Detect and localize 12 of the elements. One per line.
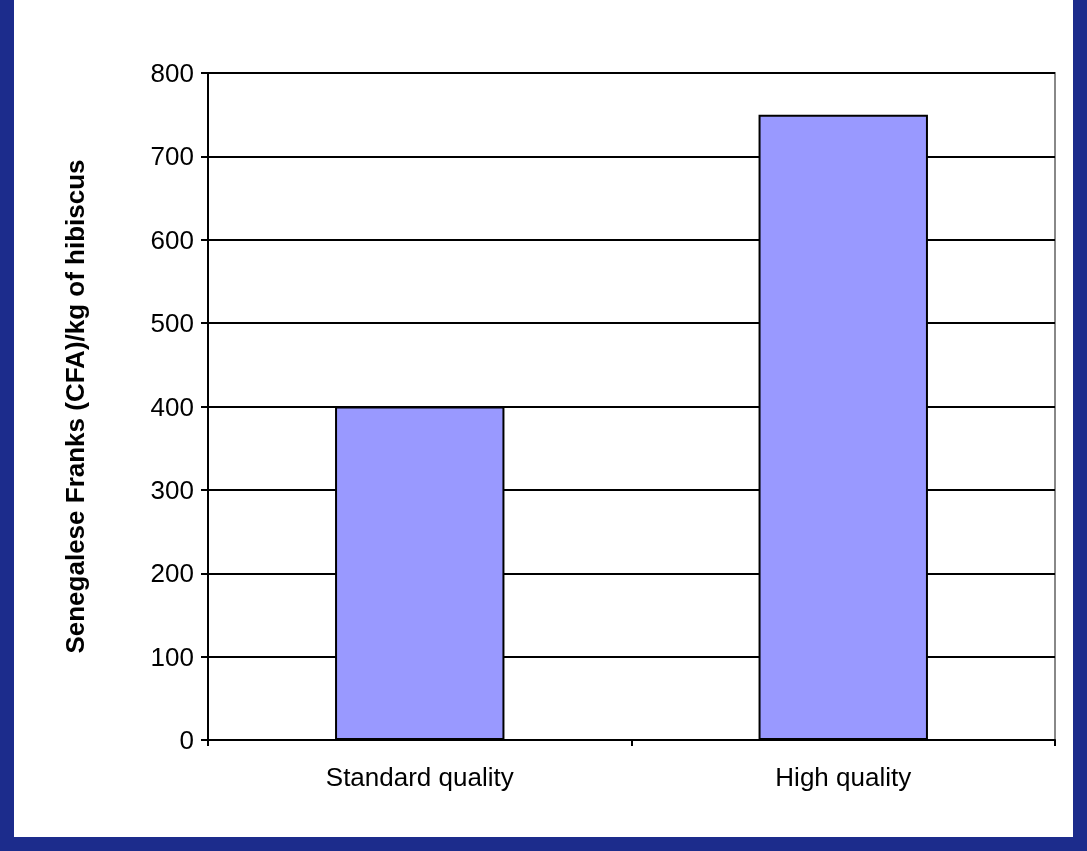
y-tick-label: 200 bbox=[150, 558, 194, 589]
x-tick-label: Standard quality bbox=[325, 762, 514, 792]
x-tick-label: High quality bbox=[775, 762, 912, 792]
y-tick-label: 300 bbox=[150, 474, 194, 505]
y-tick-label: 600 bbox=[150, 224, 194, 255]
y-axis-title: Senegalese Franks (CFA)/kg of hibiscus bbox=[60, 159, 90, 654]
y-tick-label: 100 bbox=[150, 641, 194, 672]
y-tick-label: 400 bbox=[150, 391, 194, 422]
y-tick-label: 800 bbox=[150, 58, 194, 88]
y-tick-label: 700 bbox=[150, 141, 194, 172]
y-tick-label: 0 bbox=[179, 725, 194, 755]
y-tick-label: 500 bbox=[150, 308, 194, 339]
